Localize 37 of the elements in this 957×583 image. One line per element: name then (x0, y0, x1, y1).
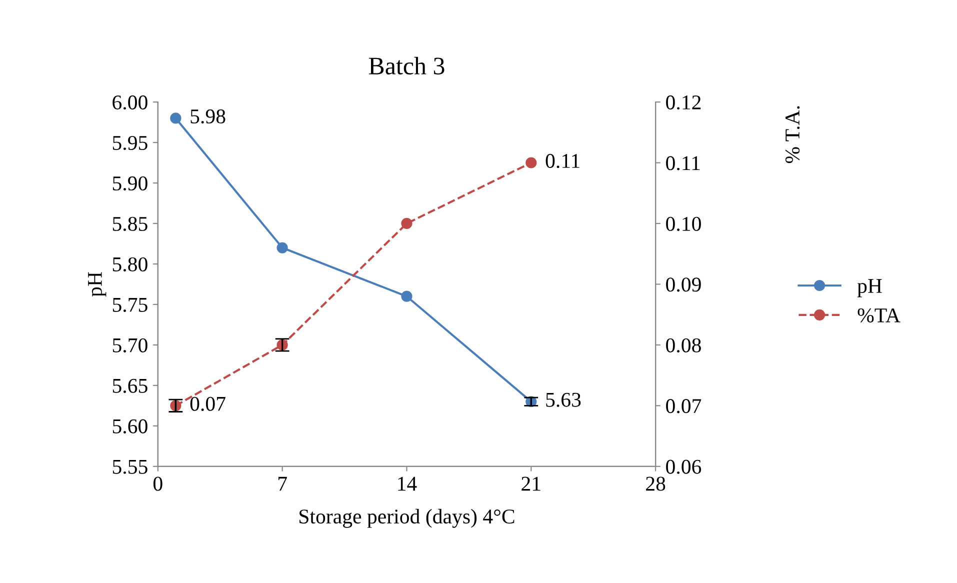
y2-axis-title: % T.A. (785, 106, 800, 164)
y-tick-label: 5.80 (112, 257, 148, 272)
y-tick-label: 5.85 (112, 216, 148, 232)
x-tick-label: 14 (398, 476, 417, 491)
point (401, 290, 412, 302)
y2-tick-label: 0.09 (666, 278, 701, 292)
y-tick-label: 5.75 (112, 298, 148, 312)
y-tick-label: 5.65 (112, 378, 148, 393)
legend-label: pH (857, 279, 882, 298)
chart-title: Batch 3 (368, 56, 444, 74)
point (276, 242, 288, 254)
x-tick-label: 7 (278, 476, 287, 491)
y2-tick-label: 0.07 (666, 399, 702, 414)
data-label: 5.98 (190, 109, 226, 124)
y-tick-label: 5.90 (112, 176, 148, 191)
x-tick-label: 0 (153, 476, 162, 491)
point (401, 218, 412, 230)
legend-label: %TA (858, 308, 900, 322)
y-tick-label: 5.55 (112, 460, 148, 474)
x-axis-title: Storage period (days) 4°C (300, 508, 514, 528)
y-tick-label: 5.60 (112, 419, 148, 434)
data-label: 0.07 (190, 396, 226, 411)
y-axis-title: pH (88, 272, 106, 297)
y2-tick-label: 0.11 (666, 156, 700, 170)
point (526, 157, 537, 168)
y2-tick-label: 0.12 (666, 95, 701, 110)
data-label: 0.11 (546, 154, 580, 168)
data-label: 5.63 (546, 392, 581, 407)
point (170, 112, 182, 124)
y-tick-label: 5.70 (112, 338, 148, 352)
y2-tick-label: 0.06 (666, 460, 702, 474)
y2-tick-label: 0.10 (666, 216, 701, 232)
y-tick-label: 5.95 (112, 136, 148, 150)
y-tick-label: 6.00 (112, 95, 148, 110)
x-tick-label: 28 (646, 476, 666, 491)
y2-tick-label: 0.08 (666, 338, 701, 352)
x-tick-label: 21 (522, 476, 540, 491)
